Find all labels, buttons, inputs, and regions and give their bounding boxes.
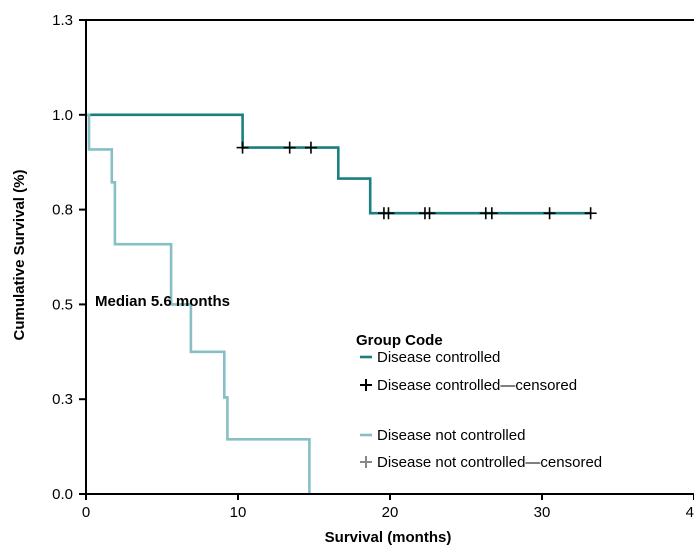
- axes-layer: [85, 19, 694, 495]
- legend-item: Disease not controlled—censored: [360, 454, 602, 471]
- x-tick-label: 0: [82, 504, 90, 521]
- y-tick-label: 1.3: [52, 12, 73, 29]
- legend-label: Disease not controlled—censored: [377, 454, 602, 471]
- x-tick-label: 20: [382, 504, 399, 521]
- censor-mark: [543, 207, 556, 220]
- y-tick-label: 0.5: [52, 296, 73, 313]
- censor-mark: [236, 141, 249, 154]
- legend-item: Disease not controlled: [360, 427, 525, 444]
- y-tick-label: 1.0: [52, 107, 73, 124]
- x-axis-title: Survival (months): [325, 529, 452, 546]
- censor-mark: [304, 141, 317, 154]
- series-line: [86, 113, 311, 494]
- ticks-layer: 0.0 0.3 0.5 0.8 1.0 1.3 0 10 20 30 40: [52, 12, 694, 521]
- censor-mark: [423, 207, 436, 220]
- y-axis-title: Cumulative Survival (%): [11, 170, 28, 341]
- x-tick-label: 30: [534, 504, 551, 521]
- median-annotation: Median 5.6 months: [95, 293, 230, 310]
- y-tick-label: 0.8: [52, 202, 73, 219]
- legend-item: Disease controlled—censored: [360, 377, 577, 394]
- legend-item: Disease controlled: [360, 349, 500, 366]
- legend-label: Disease not controlled: [377, 427, 525, 444]
- series-layer: [86, 113, 597, 494]
- censor-mark: [382, 207, 395, 220]
- censor-mark: [584, 207, 597, 220]
- x-tick-label: 10: [230, 504, 247, 521]
- series-disease-controlled: [86, 113, 597, 220]
- legend-label: Disease controlled—censored: [377, 377, 577, 394]
- legend-label: Disease controlled: [377, 349, 500, 366]
- censor-mark: [485, 207, 498, 220]
- x-tick-label: 40: [686, 504, 694, 521]
- y-tick-label: 0.0: [52, 486, 73, 503]
- legend-title: Group Code: [356, 332, 443, 349]
- series-line: [86, 113, 591, 215]
- legend-entries: Disease controlled Disease controlled—cen…: [360, 349, 602, 471]
- series-disease-not-controlled: [86, 113, 311, 494]
- censor-mark: [283, 141, 296, 154]
- y-tick-label: 0.3: [52, 391, 73, 408]
